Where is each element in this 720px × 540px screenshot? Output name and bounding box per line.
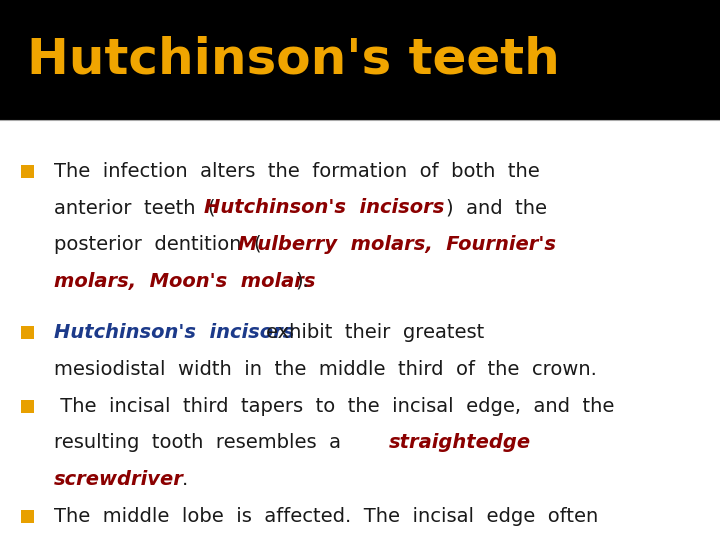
Text: )  and  the: ) and the bbox=[446, 198, 547, 218]
Text: The  infection  alters  the  formation  of  both  the: The infection alters the formation of bo… bbox=[54, 161, 540, 181]
Text: anterior  teeth  (: anterior teeth ( bbox=[54, 198, 215, 218]
Text: posterior  dentition  (: posterior dentition ( bbox=[54, 235, 261, 254]
Text: Mulberry  molars,  Fournier's: Mulberry molars, Fournier's bbox=[238, 235, 556, 254]
Text: Hutchinson's  incisors: Hutchinson's incisors bbox=[54, 323, 294, 342]
Bar bbox=[21, 165, 34, 178]
Text: Hutchinson's  incisors: Hutchinson's incisors bbox=[204, 198, 444, 218]
Bar bbox=[21, 510, 34, 523]
Text: resulting  tooth  resembles  a: resulting tooth resembles a bbox=[54, 434, 341, 453]
Text: The  middle  lobe  is  affected.  The  incisal  edge  often: The middle lobe is affected. The incisal… bbox=[54, 507, 598, 526]
Bar bbox=[0, 0, 720, 120]
Text: straightedge: straightedge bbox=[389, 434, 531, 453]
Text: screwdriver: screwdriver bbox=[54, 470, 184, 489]
Text: The  incisal  third  tapers  to  the  incisal  edge,  and  the: The incisal third tapers to the incisal … bbox=[54, 397, 614, 416]
Text: ).: ). bbox=[295, 272, 309, 291]
Text: Hutchinson's teeth: Hutchinson's teeth bbox=[27, 36, 560, 84]
Bar bbox=[21, 326, 34, 339]
Text: exhibit  their  greatest: exhibit their greatest bbox=[266, 323, 484, 342]
Text: mesiodistal  width  in  the  middle  third  of  the  crown.: mesiodistal width in the middle third of… bbox=[54, 360, 597, 379]
Text: molars,  Moon's  molars: molars, Moon's molars bbox=[54, 272, 315, 291]
Text: .: . bbox=[182, 470, 189, 489]
Bar bbox=[21, 400, 34, 413]
